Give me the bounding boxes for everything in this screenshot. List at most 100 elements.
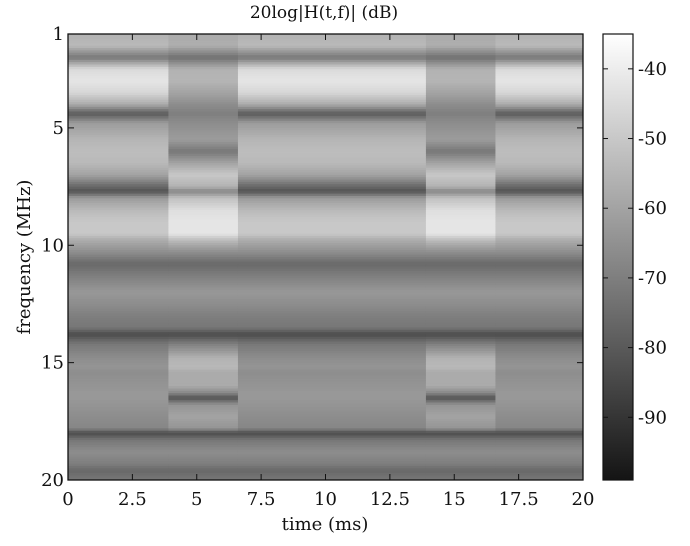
heatmap-cell	[68, 423, 169, 427]
heatmap-cell	[495, 303, 584, 307]
heatmap-cell	[237, 426, 427, 429]
heatmap-cell	[495, 285, 584, 288]
heatmap-cell	[425, 386, 496, 389]
heatmap-cell	[237, 43, 427, 47]
heatmap-cell	[495, 170, 584, 173]
heatmap-cell	[68, 134, 169, 138]
heatmap-cell	[168, 475, 239, 479]
heatmap-cell	[495, 144, 584, 148]
heatmap-cell	[495, 444, 584, 448]
heatmap-cell	[495, 90, 584, 94]
heatmap-cell	[495, 259, 584, 263]
heatmap-cell	[168, 139, 239, 143]
heatmap-cell	[425, 346, 496, 349]
heatmap-cell	[237, 156, 427, 159]
heatmap-cell	[495, 92, 584, 96]
heatmap-cell	[237, 116, 427, 119]
heatmap-cell	[168, 472, 239, 476]
heatmap-cell	[495, 374, 584, 378]
heatmap-cell	[495, 275, 584, 279]
heatmap-cell	[495, 461, 584, 464]
heatmap-cell	[68, 421, 169, 425]
heatmap-cell	[237, 296, 427, 300]
heatmap-cell	[168, 193, 239, 197]
heatmap-cell	[495, 472, 584, 476]
heatmap-cell	[168, 240, 239, 244]
heatmap-cell	[237, 71, 427, 75]
heatmap-cell	[237, 170, 427, 173]
heatmap-cell	[495, 85, 584, 89]
heatmap-cell	[168, 264, 239, 267]
heatmap-cell	[237, 404, 427, 408]
chart-title: 20log|H(t,f)| (dB)	[250, 3, 398, 23]
heatmap-cell	[425, 62, 496, 65]
heatmap-cell	[495, 348, 584, 352]
heatmap-cell	[168, 372, 239, 375]
heatmap-cell	[495, 78, 584, 82]
heatmap-cell	[168, 299, 239, 302]
heatmap-cell	[425, 418, 496, 422]
heatmap-cell	[495, 66, 584, 70]
heatmap-cell	[495, 292, 584, 295]
heatmap-cell	[168, 200, 239, 204]
heatmap-cell	[168, 83, 239, 87]
heatmap-cell	[68, 322, 169, 326]
heatmap-cell	[495, 271, 584, 274]
heatmap-cell	[237, 334, 427, 338]
heatmap-cell	[68, 379, 169, 382]
heatmap-cell	[425, 34, 496, 37]
heatmap-cell	[425, 120, 496, 124]
heatmap-cell	[425, 205, 496, 209]
heatmap-cell	[425, 357, 496, 361]
heatmap-cell	[425, 402, 496, 406]
heatmap-cell	[68, 360, 169, 364]
heatmap-cell	[495, 193, 584, 197]
heatmap-cell	[425, 465, 496, 469]
heatmap-cell	[168, 303, 239, 307]
heatmap-cell	[425, 50, 496, 54]
heatmap-cell	[425, 45, 496, 49]
heatmap-cell	[237, 210, 427, 213]
heatmap-cell	[68, 141, 169, 145]
heatmap-cell	[168, 381, 239, 385]
heatmap-cell	[495, 289, 584, 293]
heatmap-cell	[237, 308, 427, 312]
heatmap-cell	[168, 80, 239, 84]
heatmap-cell	[168, 343, 239, 347]
heatmap-cell	[237, 315, 427, 319]
y-tick-label: 5	[53, 118, 64, 139]
heatmap-cell	[168, 221, 239, 225]
heatmap-cell	[495, 320, 584, 324]
heatmap-cell	[495, 280, 584, 284]
heatmap-cell	[495, 240, 584, 244]
heatmap-cell	[68, 475, 169, 479]
heatmap-cell	[168, 360, 239, 364]
heatmap-cell	[168, 69, 239, 72]
heatmap-cell	[237, 48, 427, 51]
heatmap-cell	[495, 179, 584, 183]
heatmap-cells	[68, 34, 584, 481]
heatmap-cell	[168, 146, 239, 150]
heatmap-cell	[425, 442, 496, 446]
heatmap-cell	[168, 76, 239, 79]
heatmap-cell	[68, 188, 169, 192]
heatmap-cell	[68, 109, 169, 112]
heatmap-cell	[237, 233, 427, 237]
heatmap-cell	[168, 198, 239, 202]
heatmap-cell	[68, 259, 169, 263]
heatmap-cell	[425, 95, 496, 98]
heatmap-cell	[425, 240, 496, 244]
heatmap-cell	[425, 411, 496, 415]
heatmap-cell	[68, 41, 169, 44]
heatmap-cell	[68, 278, 169, 281]
heatmap-cell	[68, 92, 169, 96]
heatmap-cell	[495, 423, 584, 427]
heatmap-cell	[168, 364, 239, 368]
heatmap-cell	[168, 456, 239, 460]
heatmap-cell	[68, 294, 169, 298]
x-tick-label: 10	[314, 489, 337, 510]
heatmap-cell	[425, 369, 496, 373]
heatmap-cell	[168, 186, 239, 190]
heatmap-cell	[168, 36, 239, 40]
heatmap-cell	[495, 228, 584, 232]
